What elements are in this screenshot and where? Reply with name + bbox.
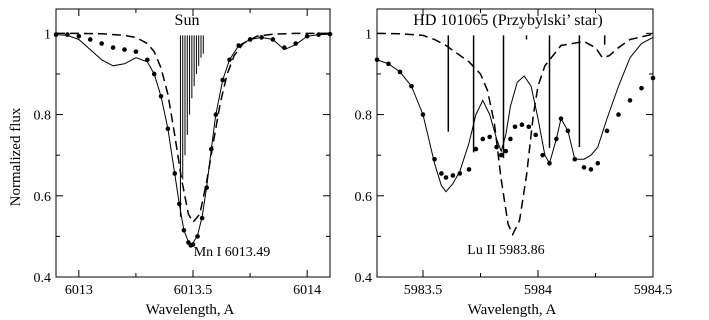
observed-flux-point	[76, 33, 82, 39]
x-tick-label: 6014	[293, 283, 321, 298]
panel-left-title: Sun	[175, 12, 200, 29]
observed-flux-point	[443, 175, 449, 180]
y-tick-label: 0.4	[34, 271, 52, 286]
observed-flux-point	[503, 148, 509, 154]
panel-right-title: HD 101065 (Przybylski’ star)	[413, 12, 602, 29]
synthetic-flux-solid-line	[376, 36, 654, 193]
synthetic-flux-solid-line	[55, 33, 331, 245]
x-tick-label: 6013	[65, 283, 93, 298]
synthetic-flux-dashed-line	[56, 32, 330, 224]
observed-flux-point	[487, 134, 493, 140]
observed-flux-point	[533, 132, 538, 138]
observed-flux-point	[327, 31, 333, 37]
panel-right: HD 101065 (Przybylski’ star) Lu II 5983.…	[355, 8, 673, 318]
observed-flux-point	[498, 152, 504, 158]
y-tick-label: 0.6	[34, 190, 52, 205]
panel-left: Sun Mn I 6013.49 Wavelength, A 6013 6013.…	[34, 8, 333, 318]
y-tick-label: 1	[365, 27, 372, 42]
x-tick-label: 5984.5	[634, 283, 673, 298]
observed-flux-point	[526, 124, 532, 130]
observed-flux-point	[473, 146, 479, 152]
observed-flux-point	[512, 124, 518, 130]
panel-right-annotation: Lu II 5983.86	[467, 243, 544, 258]
panel-left-frame	[55, 8, 331, 278]
y-tick-label: 0.8	[34, 109, 52, 124]
observed-flux-point	[627, 98, 633, 103]
panel-right-frame	[376, 8, 654, 278]
panel-left-x-label: Wavelength, A	[146, 302, 235, 318]
observed-flux-point	[508, 136, 513, 142]
y-tick-label: 0.6	[355, 190, 373, 205]
observed-flux-point	[457, 171, 463, 176]
observed-flux-point	[480, 136, 486, 142]
observed-flux-point	[595, 161, 601, 166]
observed-flux-point	[519, 122, 525, 128]
y-axis-label: Normalized flux	[8, 107, 24, 206]
observed-flux-point	[110, 45, 116, 50]
observed-flux-point	[133, 49, 139, 54]
observed-flux-point	[588, 167, 594, 172]
observed-flux-point	[650, 75, 656, 81]
observed-flux-point	[604, 128, 610, 134]
observed-flux-point	[87, 37, 93, 42]
observed-flux-point	[450, 173, 456, 178]
y-tick-label: 1	[44, 27, 51, 42]
observed-flux-point	[122, 47, 127, 52]
observed-flux-point	[374, 57, 380, 63]
observed-flux-point	[466, 167, 472, 172]
x-tick-label: 5983.5	[404, 283, 443, 298]
observed-flux-point	[616, 112, 621, 117]
synthetic-flux-dashed-line	[376, 32, 654, 237]
observed-flux-point	[99, 41, 104, 46]
observed-flux-point	[540, 152, 545, 158]
observed-flux-point	[439, 171, 444, 176]
x-tick-label: 6013.5	[174, 283, 213, 298]
observed-flux-point	[581, 165, 587, 170]
panel-left-annotation: Mn I 6013.49	[194, 245, 271, 260]
x-tick-label: 5984	[524, 283, 552, 298]
observed-flux-point	[639, 85, 644, 91]
y-tick-label: 0.4	[355, 271, 373, 286]
panel-right-x-label: Wavelength, A	[468, 302, 557, 318]
y-tick-label: 0.8	[355, 109, 373, 124]
